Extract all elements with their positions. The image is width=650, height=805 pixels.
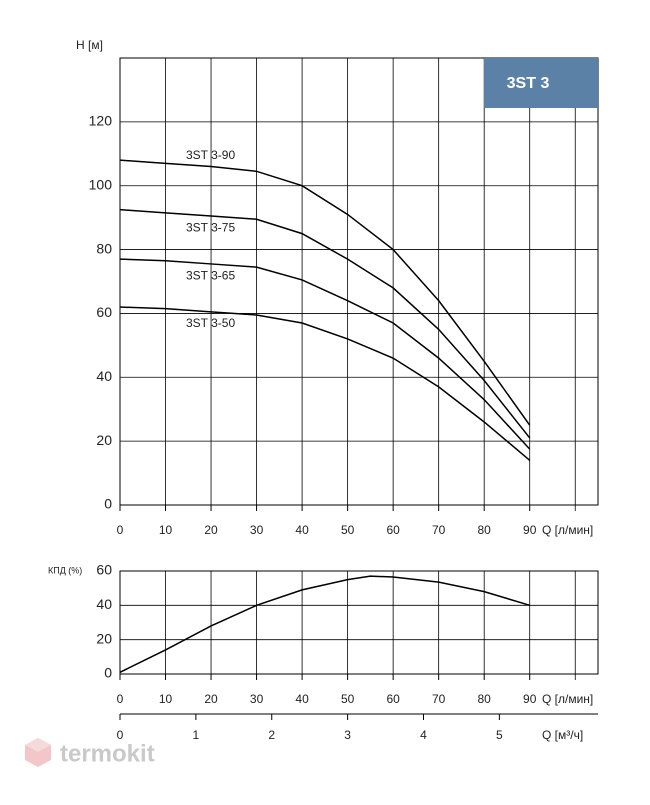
badge: 3ST 3 [507,75,550,92]
x-tick-label: 10 [159,692,173,706]
y-tick-label: 20 [96,432,112,448]
curve [119,306,531,461]
y-tick-label: 0 [104,496,112,512]
x-tick-label: 70 [432,692,446,706]
x-tick-label: 20 [204,523,218,537]
x-tick-label: 0 [117,692,124,706]
curve [119,258,531,450]
x2-tick-label: 5 [496,728,503,742]
x-tick-label: 70 [432,523,446,537]
y-tick-label: 80 [96,240,112,256]
y-tick-label: 40 [96,368,112,384]
watermark: termokit [60,740,155,767]
x-tick-label: 50 [341,523,355,537]
y-tick-label: 60 [96,562,112,578]
x-tick-label: 0 [117,523,124,537]
y-axis-label: КПД (%) [48,565,82,575]
plot-frame [119,570,599,675]
y-tick-label: 60 [96,304,112,320]
x-tick-label: 30 [250,523,264,537]
y-tick-label: 120 [89,113,113,129]
y-tick-label: 100 [89,176,113,192]
x2-tick-label: 1 [193,728,200,742]
badge-box [484,58,598,108]
x-tick-label: 40 [295,692,309,706]
x2-axis-label: Q [м³/ч] [542,728,583,742]
y-tick-label: 20 [96,630,112,646]
x2-tick-label: 2 [268,728,275,742]
x-tick-label: 30 [250,692,264,706]
x-tick-label: 60 [386,692,400,706]
x2-tick-label: 0 [117,728,124,742]
x-tick-label: 20 [204,692,218,706]
y-tick-label: 0 [104,665,112,681]
x-tick-label: 80 [478,692,492,706]
x-tick-label: 10 [159,523,173,537]
curve-label: 3ST 3-75 [186,220,235,234]
curve [119,208,531,439]
x-tick-label: 50 [341,692,355,706]
x-tick-label: 60 [386,523,400,537]
curve-label: 3ST 3-65 [186,268,235,282]
y-axis-label: H [м] [76,38,103,52]
curve-label: 3ST 3-50 [186,316,235,330]
x-axis-label: Q [л/мин] [542,523,593,537]
x-tick-label: 90 [523,692,537,706]
x-tick-label: 40 [295,523,309,537]
x-axis-label: Q [л/мин] [542,692,593,706]
logo [25,738,51,767]
curve [119,575,530,673]
x-tick-label: 90 [523,523,537,537]
x2-tick-label: 3 [344,728,351,742]
x-tick-label: 80 [478,523,492,537]
x2-tick-label: 4 [420,728,427,742]
y-tick-label: 40 [96,596,112,612]
curve [119,159,531,426]
curve-label: 3ST 3-90 [186,148,235,162]
